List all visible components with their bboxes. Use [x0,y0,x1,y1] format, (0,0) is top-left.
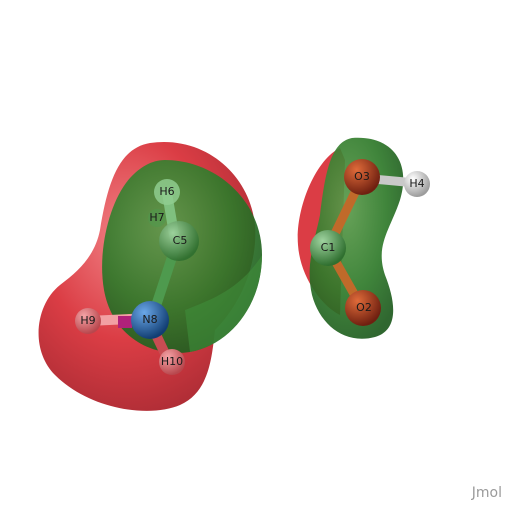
atom-h9[interactable]: H9 [75,308,101,334]
atom-label-h9: H9 [80,314,95,327]
atom-o3[interactable]: O3 [344,159,380,195]
atom-label-c5: C5 [173,234,188,247]
atom-label-h6: H6 [159,185,174,198]
atom-label-c1: C1 [321,241,336,254]
atom-label-h10: H10 [161,355,183,368]
atom-h4[interactable]: H4 [404,171,430,197]
atom-h6[interactable]: H6 [154,179,180,205]
atom-c1[interactable]: C1 [310,230,346,266]
atom-label-n8: N8 [142,313,157,326]
atom-c5[interactable]: C5 [159,221,199,261]
jmol-watermark: Jmol [471,485,502,501]
atom-o2[interactable]: O2 [345,290,381,326]
atom-n8[interactable]: N8 [131,301,169,339]
atom-label-o2: O2 [356,301,372,314]
atom-label-o3: O3 [354,170,370,183]
atom-h7[interactable]: H7 [148,209,166,227]
atom-h10[interactable]: H10 [159,349,185,375]
atom-label-h7: H7 [149,211,164,224]
atom-label-h4: H4 [409,177,424,190]
orbital-lobe-positive-right [309,137,404,339]
